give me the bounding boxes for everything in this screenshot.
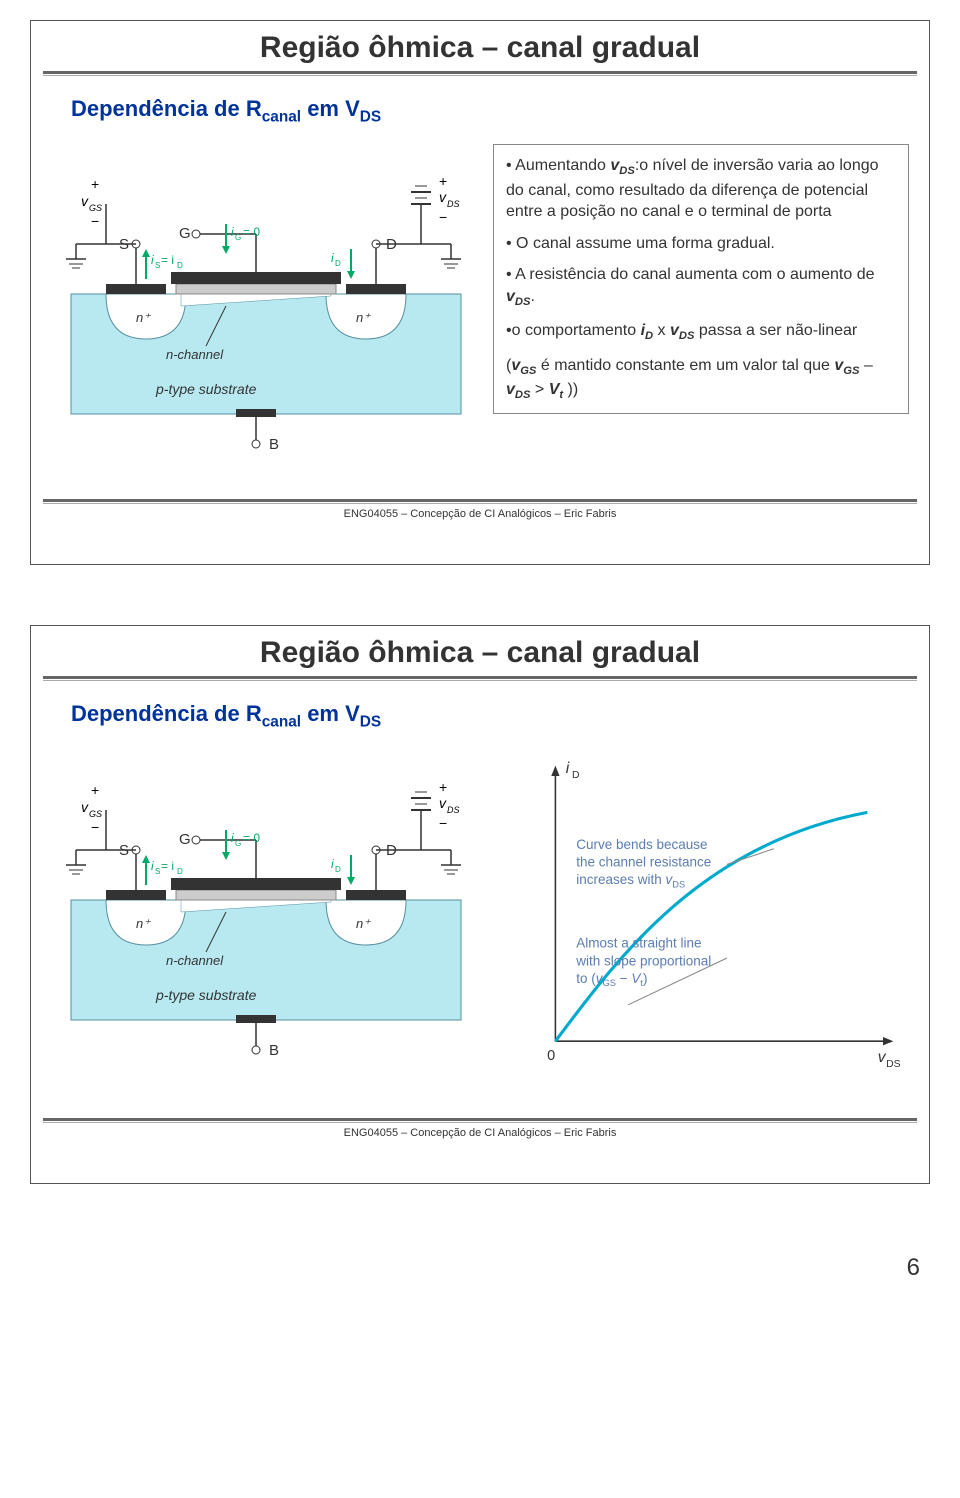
svg-text:= 0: = 0: [243, 225, 260, 239]
svg-text:v: v: [81, 799, 89, 815]
footer-2: ENG04055 – Concepção de CI Analógicos – …: [31, 1127, 929, 1143]
mosfet-diagram-1: B S G D + v GS −: [51, 144, 481, 469]
svg-text:DS: DS: [886, 1059, 900, 1070]
svg-text:D: D: [335, 865, 341, 874]
slide2-title: Região ôhmica – canal gradual: [31, 626, 929, 676]
svg-text:B: B: [269, 1042, 279, 1059]
svg-text:the channel resistance: the channel resistance: [576, 854, 711, 869]
svg-text:D: D: [335, 259, 341, 268]
svg-text:Curve bends because: Curve bends because: [576, 837, 707, 852]
id-vds-chart: i D v DS 0 Curve bends because the chann…: [493, 750, 909, 1088]
slide1-title: Região ôhmica – canal gradual: [31, 21, 929, 71]
svg-text:i: i: [151, 859, 154, 873]
svg-text:G: G: [179, 831, 191, 848]
slide2-subtitle: Dependência de Rcanal em VDS: [31, 701, 929, 749]
svg-text:increases with vDS: increases with vDS: [576, 872, 685, 889]
svg-text:i: i: [331, 857, 334, 871]
svg-text:p-type substrate: p-type substrate: [155, 987, 257, 1003]
svg-text:p-type substrate: p-type substrate: [155, 381, 257, 397]
footer-1: ENG04055 – Concepção de CI Analógicos – …: [31, 508, 929, 524]
svg-text:n-channel: n-channel: [166, 347, 224, 362]
svg-text:D: D: [177, 261, 183, 270]
svg-text:i: i: [331, 251, 334, 265]
svg-text:D: D: [572, 770, 580, 781]
svg-text:n⁺: n⁺: [136, 916, 151, 931]
svg-text:+: +: [91, 782, 99, 798]
svg-text:G: G: [235, 839, 241, 848]
slide-1: Região ôhmica – canal gradual Dependênci…: [30, 20, 930, 565]
svg-text:n⁺: n⁺: [136, 310, 151, 325]
svg-text:with slope proportional: with slope proportional: [575, 953, 711, 968]
svg-text:0: 0: [547, 1048, 555, 1064]
bullet-5: (vGS é mantido constante em um valor tal…: [506, 355, 896, 404]
slide1-subtitle: Dependência de Rcanal em VDS: [31, 96, 929, 144]
svg-text:G: G: [235, 233, 241, 242]
svg-text:= 0: = 0: [243, 831, 260, 845]
curve-svg: i D v DS 0 Curve bends because the chann…: [493, 750, 909, 1083]
svg-text:DS: DS: [447, 805, 460, 815]
svg-text:v: v: [439, 189, 447, 205]
svg-text:B: B: [269, 436, 279, 453]
svg-text:to (vGS − Vt): to (vGS − Vt): [576, 971, 647, 988]
svg-text:+: +: [439, 173, 447, 189]
svg-text:= i: = i: [161, 859, 174, 873]
title-rule: [43, 71, 917, 76]
svg-text:−: −: [91, 213, 99, 229]
mosfet-svg-1: B S G D + v GS −: [51, 144, 481, 464]
svg-text:S: S: [155, 261, 160, 270]
svg-text:v: v: [81, 193, 89, 209]
mosfet-diagram-2: B S G D + v GS −: [51, 750, 481, 1075]
svg-text:D: D: [177, 867, 183, 876]
svg-text:Almost a straight line: Almost a straight line: [576, 935, 701, 950]
svg-text:GS: GS: [89, 203, 102, 213]
svg-text:−: −: [91, 819, 99, 835]
svg-text:n⁺: n⁺: [356, 310, 371, 325]
bullet-3: A resistência do canal aumenta com o aum…: [506, 264, 896, 310]
bullet-2: O canal assume uma forma gradual.: [506, 233, 896, 255]
svg-text:GS: GS: [89, 809, 102, 819]
svg-text:i: i: [231, 831, 234, 845]
svg-text:S: S: [155, 867, 160, 876]
svg-text:= i: = i: [161, 253, 174, 267]
svg-text:i: i: [231, 225, 234, 239]
mosfet-svg-2: B S G D + v GS −: [51, 750, 481, 1070]
svg-text:i: i: [566, 760, 570, 777]
svg-text:DS: DS: [447, 199, 460, 209]
page-number: 6: [0, 1244, 960, 1302]
svg-text:+: +: [439, 779, 447, 795]
svg-text:+: +: [91, 176, 99, 192]
bullet-4: •o comportamento iD x vDS passa a ser nã…: [506, 320, 896, 344]
slide2-content: B S G D + v GS −: [31, 750, 929, 1088]
svg-text:G: G: [179, 225, 191, 242]
svg-text:n⁺: n⁺: [356, 916, 371, 931]
footer-rule-1: [43, 499, 917, 504]
svg-text:v: v: [439, 795, 447, 811]
bullet-1: Aumentando vDS:o nível de inversão varia…: [506, 155, 896, 222]
slide1-textbox: Aumentando vDS:o nível de inversão varia…: [493, 144, 909, 414]
svg-text:n-channel: n-channel: [166, 953, 224, 968]
title-rule-2: [43, 676, 917, 681]
svg-text:i: i: [151, 253, 154, 267]
slide1-content: B S G D + v GS −: [31, 144, 929, 469]
slide-2: Região ôhmica – canal gradual Dependênci…: [30, 625, 930, 1183]
svg-text:−: −: [439, 209, 447, 225]
footer-rule-2: [43, 1118, 917, 1123]
svg-text:−: −: [439, 815, 447, 831]
